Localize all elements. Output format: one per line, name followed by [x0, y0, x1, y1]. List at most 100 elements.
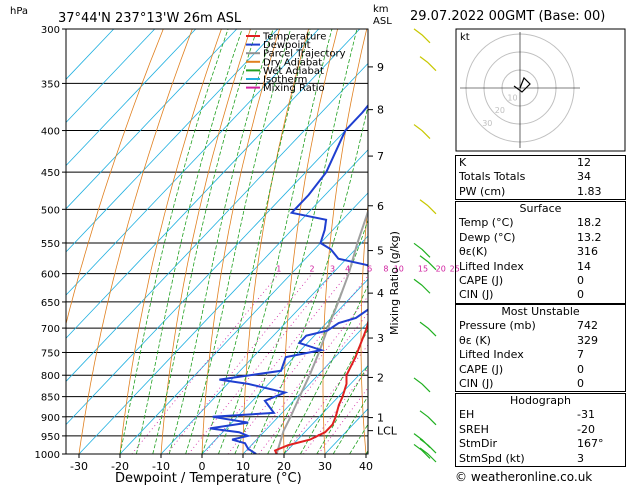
isotherm-line: [66, 29, 156, 124]
mu-row: Lifted Index 7: [459, 348, 584, 362]
pressure-tick-label: 450: [41, 168, 60, 179]
wind-barb: [413, 124, 431, 139]
dry-adiabat: [360, 201, 368, 454]
most-unstable-panel: Most Unstable Pressure (mb) 742 θε (K) 329…: [455, 304, 626, 393]
mixing-ratio-label: 10: [394, 265, 404, 274]
index-row-k: K 12: [459, 156, 591, 169]
hodograph-table-panel: Hodograph EH -31 SREH -20 StmDir 167° StmSp…: [455, 393, 626, 468]
pressure-tick-label: 550: [41, 239, 60, 250]
km-tick-label: 5: [377, 245, 384, 258]
wet-adiabat: [136, 29, 243, 454]
mixing-ratio-label: 3: [330, 265, 335, 274]
surface-row: Lifted Index 14: [459, 259, 591, 273]
legend-label: Wet Adiabat: [263, 66, 324, 77]
x-tick-label: 30: [318, 460, 332, 473]
dry-adiabat: [283, 29, 338, 454]
dry-adiabat: [119, 29, 222, 454]
mixing-ratio-label: 4: [345, 265, 350, 274]
dry-adiabat: [66, 29, 164, 326]
isotherm-line: [66, 106, 368, 426]
surface-title: Surface: [519, 202, 562, 215]
hodo-row: StmDir 167°: [459, 437, 604, 451]
surface-row: Temp (°C) 18.2: [459, 216, 602, 230]
legend-label: Mixing Ratio: [263, 83, 325, 94]
hodograph-table-title: Hodograph: [510, 394, 571, 407]
hodo-row: SREH -20: [459, 422, 595, 436]
x-axis-label: Dewpoint / Temperature (°C): [115, 471, 302, 486]
wind-barb: [419, 255, 437, 271]
mixing-ratio-line: [284, 344, 368, 454]
isotherm-line: [242, 321, 368, 454]
isotherm-line: [66, 62, 368, 382]
wet-adiabat: [168, 29, 274, 454]
mixing-ratio-label: 1: [276, 265, 281, 274]
surface-row: θε(K) 316: [459, 245, 598, 259]
dry-adiabat: [201, 29, 280, 454]
location-title: 37°44'N 237°13'W 26m ASL: [58, 11, 242, 26]
pressure-tick-label: 500: [41, 205, 60, 216]
pressure-tick-label: 1000: [35, 450, 60, 461]
hodo-row: EH -31: [459, 408, 595, 422]
dry-adiabat: [322, 29, 368, 454]
x-tick-label: 40: [359, 460, 373, 473]
surface-row: CIN (J) 0: [459, 288, 584, 302]
mu-row: Pressure (mb) 742: [459, 319, 598, 333]
plot-frame: [65, 28, 369, 455]
hodograph-unit-label: kt: [460, 32, 470, 43]
isotherm-line: [66, 29, 279, 253]
wind-barb: [419, 438, 437, 454]
wind-barb: [419, 56, 437, 72]
hodo-row: StmSpd (kt) 3: [459, 451, 584, 465]
dry-adiabat: [160, 29, 251, 454]
km-tick-label: 3: [377, 332, 384, 345]
isotherm-line: [66, 29, 320, 296]
hodograph-ring-label: 30: [482, 119, 492, 128]
mixing-ratio-label: 6: [367, 265, 372, 274]
pressure-tick-label: 600: [41, 270, 60, 281]
km-tick-label: 4: [377, 287, 384, 300]
wind-barb: [413, 443, 431, 459]
isotherm-line: [160, 235, 368, 454]
wind-barb: [413, 278, 431, 294]
x-tick-label: -10: [152, 460, 170, 473]
pressure-tick-label: 900: [41, 413, 60, 424]
hodograph-trace: [513, 76, 531, 93]
wind-barb: [413, 28, 431, 44]
mixing-ratio-label: 2: [309, 265, 314, 274]
pressure-tick-label: 700: [41, 324, 60, 335]
legend-label: Parcel Trajectory: [263, 49, 346, 60]
pressure-unit-label: hPa: [10, 6, 28, 17]
dewpoint-line: [209, 104, 368, 454]
km-tick-label: 8: [377, 104, 384, 117]
mixing-ratio-line: [227, 275, 368, 454]
km-tick-label: 7: [377, 150, 384, 163]
index-row-pw: PW (cm) 1.83: [459, 184, 602, 198]
isotherm-line: [66, 29, 238, 210]
temperature-line: [273, 318, 368, 454]
surface-row: Dewp (°C) 13.2: [459, 230, 602, 244]
x-tick-label: 0: [199, 460, 206, 473]
dry-adiabat: [78, 29, 193, 454]
dry-adiabat: [242, 29, 309, 454]
dry-adiabat: [434, 29, 454, 454]
x-tick-label: -20: [111, 460, 129, 473]
legend-label: Temperature: [262, 32, 326, 43]
indices-panel: K 12 Totals Totals 34 PW (cm) 1.83: [455, 155, 626, 201]
hodograph-ring-label: 20: [495, 106, 505, 115]
index-row-totals: Totals Totals 34: [459, 170, 591, 184]
surface-row: CAPE (J) 0: [459, 274, 584, 288]
wind-barb: [419, 199, 437, 215]
isotherm-line: [201, 278, 368, 454]
isotherm-line: [78, 149, 368, 454]
pressure-tick-label: 950: [41, 432, 60, 443]
pressure-tick-label: 750: [41, 348, 60, 359]
legend-label: Isotherm: [263, 75, 307, 86]
pressure-tick-label: 350: [41, 79, 60, 90]
wind-barb: [413, 242, 431, 258]
wet-adiabat: [201, 29, 311, 454]
wet-adiabat: [185, 29, 292, 454]
isotherm-line: [66, 29, 197, 167]
pressure-tick-label: 400: [41, 127, 60, 138]
